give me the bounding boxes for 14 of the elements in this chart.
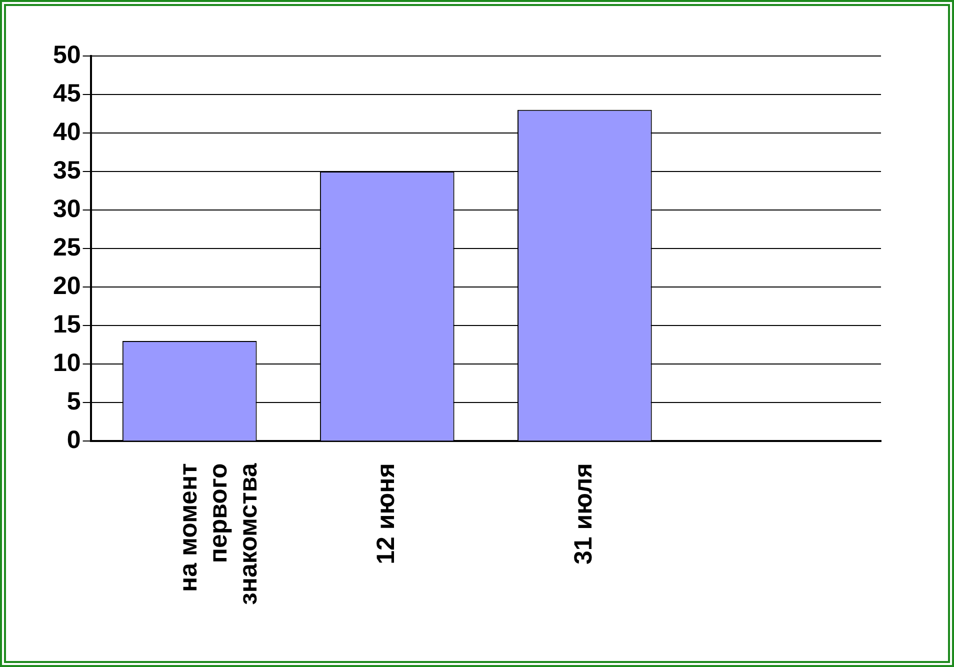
y-tick-label: 45 — [52, 79, 81, 108]
y-tick-label: 5 — [66, 388, 81, 416]
y-tick-label: 40 — [52, 118, 81, 146]
y-tick-label: 35 — [52, 156, 81, 184]
x-tick-label: на момент первого знакомства — [174, 462, 262, 606]
y-tick-label: 15 — [52, 310, 81, 339]
y-tick-label: 0 — [66, 426, 81, 454]
y-tick-label: 50 — [52, 40, 81, 69]
x-tick-label: 31 июля — [570, 463, 598, 565]
y-tick-label: 25 — [52, 233, 81, 262]
x-tick-label: 12 июня — [372, 463, 400, 564]
y-tick-label: 30 — [52, 194, 81, 223]
y-tick-label: 10 — [52, 349, 81, 378]
y-tick-label: 20 — [52, 272, 81, 300]
